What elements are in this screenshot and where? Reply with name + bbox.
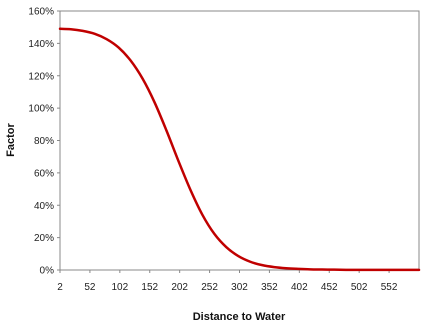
- x-tick-label: 502: [351, 282, 368, 293]
- y-tick-label: 120%: [28, 71, 54, 82]
- x-tick-label: 2: [57, 282, 63, 293]
- y-tick-label: 60%: [34, 168, 54, 179]
- x-tick-label: 202: [171, 282, 188, 293]
- plot-area: [59, 10, 420, 271]
- y-tick-label: 100%: [28, 104, 54, 115]
- x-tick-label: 552: [381, 282, 398, 293]
- x-tick-label: 452: [321, 282, 338, 293]
- x-tick-label: 52: [84, 282, 96, 293]
- x-tick-label: 102: [111, 282, 128, 293]
- y-axis-title: Factor: [5, 122, 17, 156]
- y-axis-ticks: 0% 20% 40% 60% 80% 100% 120% 140% 160%: [28, 7, 60, 277]
- y-tick-label: 0%: [40, 266, 55, 277]
- x-tick-label: 152: [141, 282, 158, 293]
- y-tick-label: 140%: [28, 39, 54, 50]
- x-tick-label: 352: [261, 282, 278, 293]
- x-axis-ticks: 2 52 102 152 202 252 302 352 402 452 502 552: [57, 270, 398, 293]
- x-tick-label: 402: [291, 282, 308, 293]
- y-tick-label: 20%: [34, 233, 54, 244]
- x-axis-title: Distance to Water: [193, 311, 286, 323]
- x-tick-label: 302: [231, 282, 248, 293]
- y-tick-label: 160%: [28, 7, 54, 18]
- x-tick-label: 252: [201, 282, 218, 293]
- series-line: [58, 27, 421, 272]
- y-tick-label: 40%: [34, 201, 54, 212]
- y-tick-label: 80%: [34, 136, 54, 147]
